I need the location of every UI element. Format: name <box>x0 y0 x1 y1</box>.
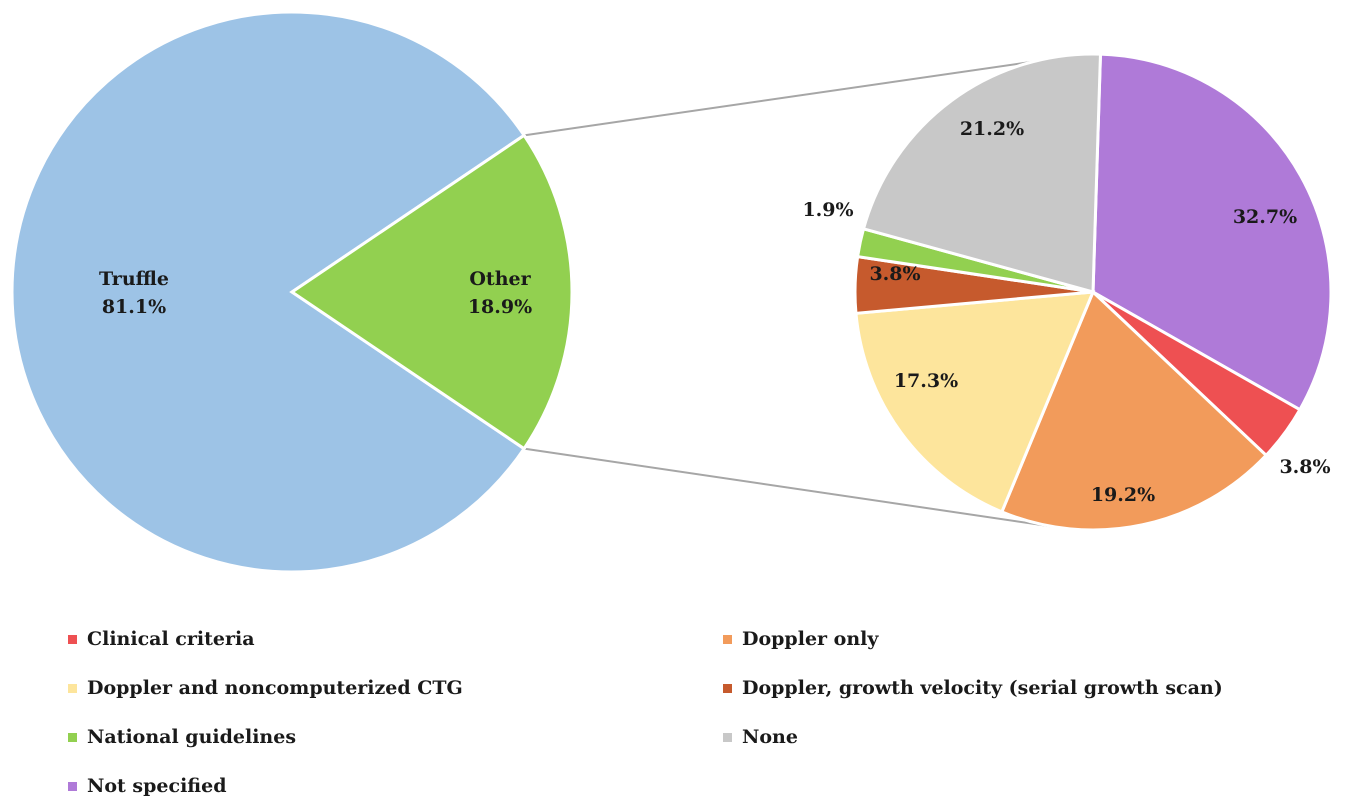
sub-label-doppler-growth-velocity-serial-growth-scan-: 3.8% <box>869 263 920 285</box>
legend-label: Clinical criteria <box>87 628 255 650</box>
legend-swatch <box>723 683 732 693</box>
main-label-value-other: 18.9% <box>468 296 532 318</box>
sub-label-none: 21.2% <box>960 118 1024 140</box>
legend-item-doppler-and-noncomputerized-ctg: Doppler and noncomputerized CTG <box>68 677 463 699</box>
main-label-value-truffle: 81.1% <box>102 296 166 318</box>
sub-slice-not-specified <box>1091 52 1333 412</box>
sub-pie <box>853 52 1333 532</box>
main-pie <box>10 10 574 574</box>
legend-item-doppler-only: Doppler only <box>723 628 878 650</box>
legend-swatch <box>68 732 77 742</box>
sub-label-clinical-criteria: 3.8% <box>1279 456 1330 478</box>
pie-of-pie-chart: Truffle 81.1% Other 18.9% 32.7% 3.8% 19.2% 17.3… <box>10 10 1333 574</box>
connector-line-bottom <box>523 447 1061 529</box>
sub-slice-none <box>861 52 1103 294</box>
legend-item-none: None <box>723 726 798 748</box>
sub-label-doppler-only: 19.2% <box>1091 484 1155 506</box>
legend-label: Doppler only <box>742 628 879 650</box>
legend-label: Doppler, growth velocity (serial growth … <box>742 677 1223 699</box>
sub-label-doppler-and-noncomputerized-ctg: 17.3% <box>894 370 958 392</box>
sub-slice-doppler-only <box>999 289 1269 532</box>
legend-item-clinical-criteria: Clinical criteria <box>68 628 255 650</box>
main-slice-truffle <box>10 10 527 574</box>
legend-swatch <box>68 781 77 791</box>
legend-item-doppler-growth-velocity-serial-growth-scan-: Doppler, growth velocity (serial growth … <box>723 677 1223 699</box>
legend-swatch <box>68 683 77 693</box>
legend-item-national-guidelines: National guidelines <box>68 726 296 748</box>
legend-label: National guidelines <box>87 726 297 748</box>
legend-swatch <box>723 732 732 742</box>
sub-label-national-guidelines: 1.9% <box>802 199 853 221</box>
main-slice-other <box>289 133 574 451</box>
sub-slice-doppler-and-noncomputerized-ctg <box>854 290 1096 514</box>
main-label-name-other: Other <box>469 268 531 290</box>
sub-label-not-specified: 32.7% <box>1233 206 1297 228</box>
legend-label: Doppler and noncomputerized CTG <box>87 677 463 699</box>
connector-line-top <box>523 53 1085 137</box>
legend-swatch <box>68 634 77 644</box>
legend-label: None <box>742 726 798 748</box>
legend-label: Not specified <box>87 775 227 797</box>
legend-swatch <box>723 634 732 644</box>
legend-item-not-specified: Not specified <box>68 775 226 797</box>
main-label-name-truffle: Truffle <box>99 268 169 290</box>
connector-lines <box>523 53 1085 529</box>
slice-labels: Truffle 81.1% Other 18.9% 32.7% 3.8% 19.2% 17.3… <box>99 118 1331 506</box>
